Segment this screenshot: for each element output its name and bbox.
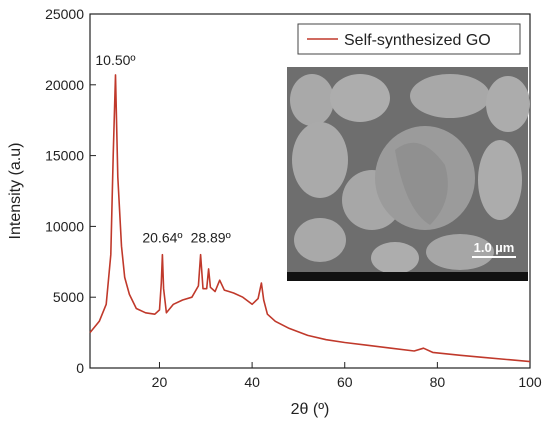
y-tick-label: 0 [76, 360, 84, 376]
x-tick-label: 80 [430, 374, 446, 390]
tem-inset-image: 1.0 µm [287, 67, 530, 281]
y-tick-label: 5000 [53, 289, 84, 305]
legend: Self-synthesized GO [297, 23, 521, 55]
x-tick-label: 20 [152, 374, 168, 390]
y-tick-label: 20000 [45, 77, 84, 93]
y-axis-title: Intensity (a.u) [7, 143, 24, 240]
legend-label: Self-synthesized GO [344, 32, 491, 49]
series-line-self-synthesized-go [89, 74, 531, 363]
x-tick-label: 100 [518, 374, 542, 390]
peak-label-28-89: 28.89º [191, 230, 231, 246]
y-tick-label: 15000 [45, 148, 84, 164]
x-tick-label: 40 [244, 374, 260, 390]
x-axis-ticks: 20 40 60 80 100 [152, 362, 542, 390]
y-tick-label: 10000 [45, 218, 84, 234]
peak-label-10-50: 10.50º [95, 52, 135, 68]
scale-bar-label: 1.0 µm [474, 240, 515, 255]
y-axis-ticks: 0 5000 10000 15000 20000 25000 [45, 6, 96, 376]
x-tick-label: 60 [337, 374, 353, 390]
legend-box [297, 23, 521, 55]
peak-label-20-64: 20.64º [142, 230, 182, 246]
y-tick-label: 25000 [45, 6, 84, 22]
x-axis-title: 2θ (º) [291, 401, 330, 418]
